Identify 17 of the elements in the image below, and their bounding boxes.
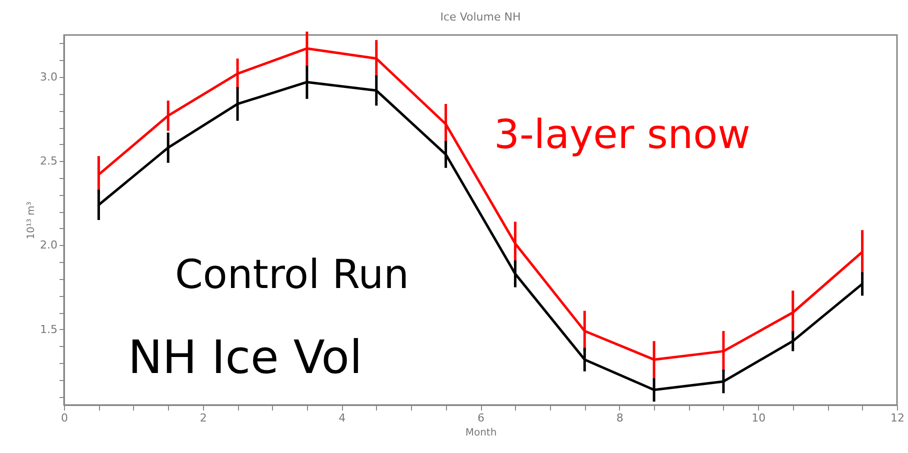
y-tick-label: 1.5	[40, 322, 58, 336]
y-tick-label: 3.0	[40, 70, 58, 84]
x-tick-label: 6	[478, 412, 484, 424]
y-axis-title: 10¹³ m³	[26, 202, 38, 240]
x-axis-title: Month	[465, 428, 497, 438]
x-tick-label: 12	[890, 412, 904, 424]
x-tick-label: 4	[338, 412, 346, 424]
y-tick-label: 2.0	[40, 238, 58, 252]
x-tick-label: 0	[61, 412, 68, 424]
series-label: 3-layer snow	[494, 112, 750, 158]
x-tick-label: 10	[752, 412, 766, 424]
x-tick-label: 8	[616, 412, 624, 424]
chart-title: Ice Volume NH	[440, 10, 521, 24]
x-tick-label: 2	[200, 412, 207, 424]
y-tick-label: 2.5	[40, 154, 58, 168]
annotation: NH Ice Vol	[128, 330, 362, 384]
text: Control Run	[175, 252, 410, 298]
